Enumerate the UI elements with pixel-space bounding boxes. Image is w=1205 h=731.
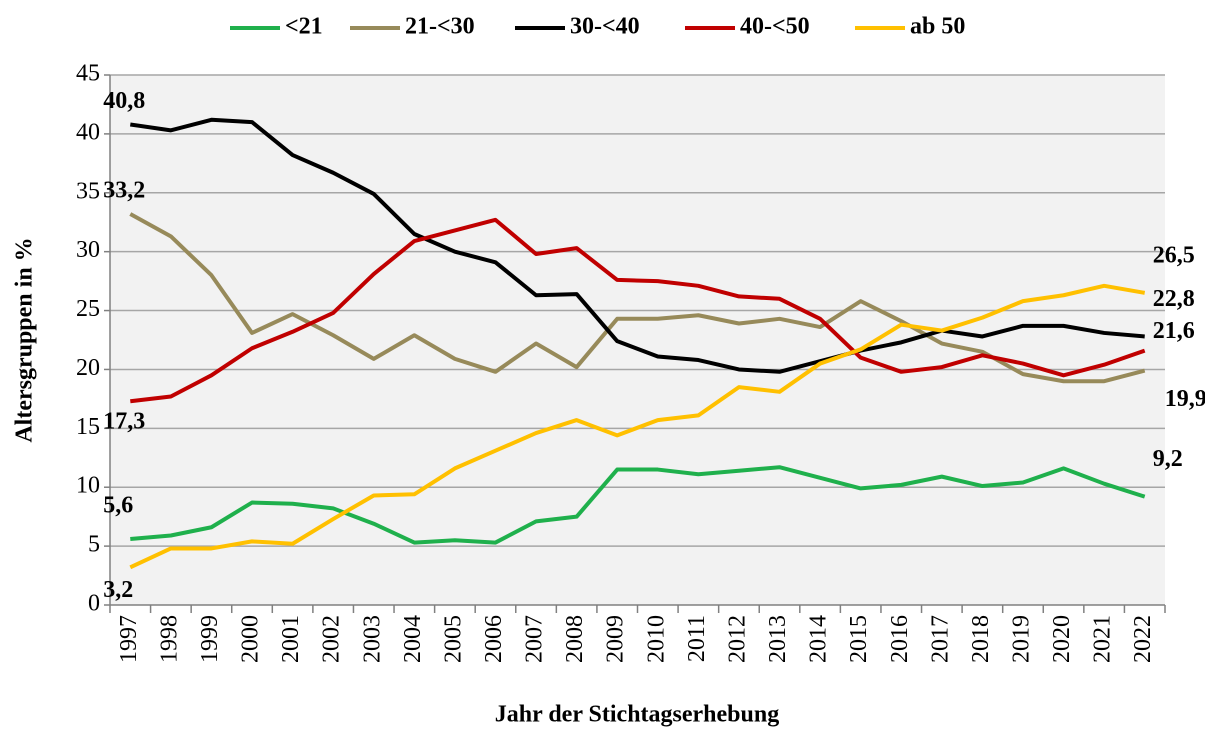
y-tick-label: 20 (76, 355, 100, 381)
y-tick-label: 5 (88, 532, 100, 558)
y-tick-label: 35 (76, 178, 100, 204)
x-tick-label: 2019 (1008, 615, 1034, 663)
data-label: 19,9 (1165, 386, 1205, 412)
x-tick-label: 2020 (1049, 615, 1075, 663)
y-tick-label: 15 (76, 414, 100, 440)
data-label: 33,2 (103, 177, 145, 203)
x-tick-label: 2015 (846, 615, 872, 663)
series-line (130, 465, 1146, 545)
legend-label: 21-<30 (405, 14, 475, 40)
x-tick-label: 2012 (724, 615, 750, 663)
series-line (130, 217, 1146, 404)
x-tick-label: 2021 (1090, 615, 1116, 663)
x-tick-label: 2018 (968, 615, 994, 663)
x-tick-label: 2016 (887, 615, 913, 663)
y-tick-label: 10 (76, 473, 100, 499)
y-tick-label: 30 (76, 237, 100, 263)
data-label: 17,3 (103, 409, 145, 435)
x-tick-label: 2001 (278, 615, 304, 663)
data-label: 9,2 (1153, 446, 1183, 472)
plot-area (110, 75, 1165, 605)
x-tick-label: 2014 (806, 615, 832, 663)
y-tick-label: 40 (76, 119, 100, 145)
y-tick-label: 25 (76, 296, 100, 322)
legend-label: <21 (285, 14, 323, 40)
data-label: 3,2 (103, 577, 133, 603)
x-tick-label: 2002 (319, 615, 345, 663)
legend-label: ab 50 (910, 14, 965, 40)
x-tick-label: 2006 (481, 615, 507, 663)
series-line (129, 283, 1146, 570)
x-tick-label: 2008 (562, 615, 588, 663)
x-tick-label: 2022 (1130, 615, 1156, 663)
x-tick-label: 1999 (197, 615, 223, 663)
data-label: 26,5 (1153, 242, 1195, 268)
y-tick-label: 0 (88, 591, 100, 617)
x-tick-label: 1997 (116, 615, 142, 663)
x-tick-label: 2009 (603, 615, 629, 663)
x-axis-label: Jahr der Stichtagserhebung (495, 702, 779, 728)
y-axis-label: Altersgruppen in % (12, 237, 38, 442)
x-tick-label: 2007 (522, 615, 548, 663)
x-tick-label: 2017 (927, 615, 953, 663)
x-tick-label: 2000 (238, 615, 264, 663)
data-label: 21,6 (1153, 318, 1195, 344)
data-label: 40,8 (103, 88, 145, 114)
data-label: 22,8 (1153, 286, 1195, 312)
series-line (130, 117, 1145, 374)
x-tick-label: 2004 (400, 615, 426, 663)
x-tick-label: 2013 (765, 615, 791, 663)
series-line (129, 212, 1146, 384)
x-tick-label: 1998 (156, 615, 182, 663)
x-tick-label: 2005 (440, 615, 466, 663)
x-tick-label: 2010 (643, 615, 669, 663)
legend-label: 30-<40 (570, 14, 640, 40)
x-tick-label: 2003 (359, 615, 385, 663)
x-tick-label: 2011 (684, 615, 710, 662)
y-tick-label: 45 (76, 61, 100, 87)
data-label: 5,6 (103, 493, 133, 519)
legend-label: 40-<50 (740, 14, 810, 40)
